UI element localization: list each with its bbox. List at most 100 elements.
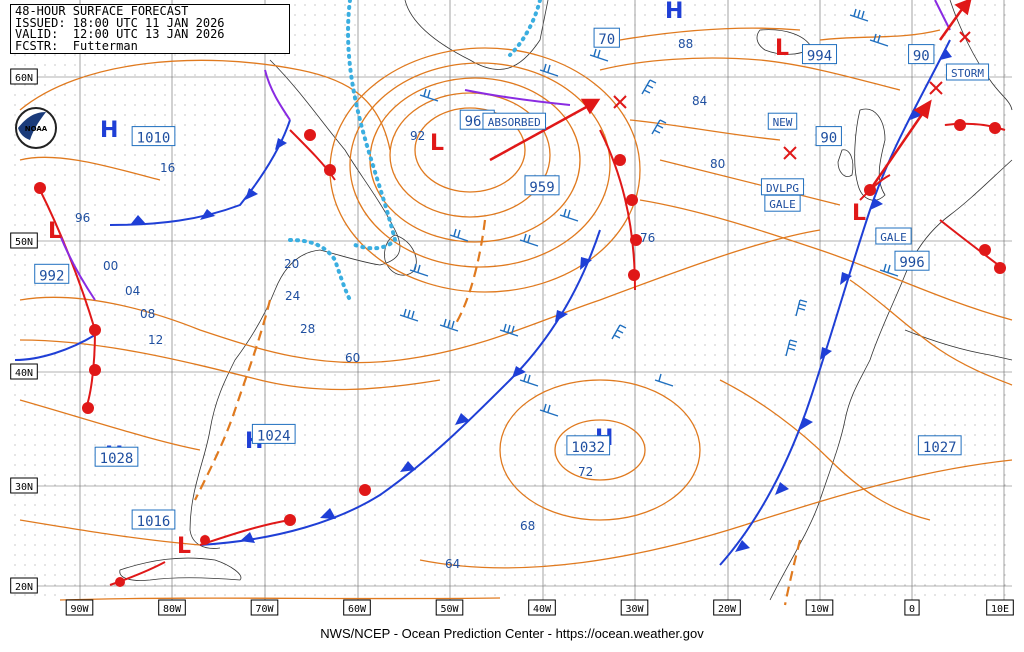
isobar-value: 84 (692, 94, 707, 108)
lat-label-box (10, 577, 38, 594)
isobar-value: 12 (148, 333, 163, 347)
lat-label-text: 50N (15, 237, 33, 248)
lon-label-text: 70W (255, 604, 274, 615)
lat-label: 60N (10, 68, 38, 85)
logo-text: NOAA (25, 125, 48, 133)
isobar-value: 72 (578, 465, 593, 479)
lon-label: 10E (986, 599, 1014, 616)
lat-label-box (10, 68, 38, 85)
annotation-label-box (875, 227, 912, 245)
low-pressure-label: 959 (524, 175, 560, 196)
lon-label-box (435, 599, 464, 616)
lon-label-text: 80W (163, 604, 182, 615)
longitude-labels: 90W 80W 70W 60W 50W 40W 30W 20W 10W 0 10E (65, 599, 1014, 616)
isobars (19, 27, 1013, 601)
annotation-label-text: ABSORBED (488, 116, 541, 129)
latitude-labels: 60N 50N 40N 30N 20N (10, 68, 38, 594)
lon-label-box (904, 599, 920, 616)
annotation-label-box (593, 27, 620, 48)
annotation-label: NEW (767, 112, 798, 130)
lat-label-box (10, 232, 38, 249)
lon-label-box (805, 599, 834, 616)
lat-lon-grid (14, 0, 1012, 600)
storm-track-arrows (489, 0, 972, 191)
forecaster: FCSTR: Futterman (15, 38, 138, 53)
lon-label-box (986, 599, 1014, 616)
issued-time: ISSUED: 18:00 UTC 11 JAN 2026 (15, 15, 225, 30)
lon-label-box (343, 599, 371, 616)
valid-time: VALID: 12:00 UTC 13 JAN 2026 (15, 27, 225, 41)
page-footer[interactable]: NWS/NCEP - Ocean Prediction Center - htt… (320, 626, 704, 641)
forecast-header: 48-HOUR SURFACE FORECAST ISSUED: 18:00 UT… (10, 4, 290, 54)
forecast-title: 48-HOUR SURFACE FORECAST (15, 4, 189, 18)
lon-label: 40W (528, 599, 556, 616)
high-pressure-label: 1028 (94, 446, 139, 467)
low-pressure-label-box (894, 250, 930, 271)
isobar-value: 76 (640, 231, 655, 245)
annotation-label-text: GALE (769, 198, 796, 211)
warm-front-semicircles (34, 119, 1006, 587)
low-centers-x (613, 31, 971, 160)
low-pressure-label-box (524, 175, 560, 196)
low-pressure-label-text: 996 (899, 255, 924, 271)
lon-label-box (620, 599, 649, 616)
lat-label-text: 60N (15, 73, 33, 84)
lon-label-text: 30W (625, 604, 644, 615)
annotation-label-text: 70 (598, 32, 615, 48)
isobar-value: 88 (678, 37, 693, 51)
annotation-label: STORM (945, 63, 990, 81)
isobar-value: 64 (445, 557, 460, 571)
high-pressure-label-text: 1010 (137, 131, 171, 147)
isobar-value: 20 (284, 257, 299, 271)
low-pressure-label-text: 959 (529, 180, 554, 196)
low-marker: L (48, 219, 62, 244)
isobar-value: 60 (345, 351, 360, 365)
annotation-label: ABSORBED (482, 112, 547, 130)
cold-front-triangles (130, 49, 952, 552)
low-marker: L (775, 36, 789, 61)
high-pressure-label-box (94, 446, 139, 467)
lon-label-text: 10E (991, 604, 1009, 615)
isobar-value: 04 (125, 284, 140, 298)
lon-label-text: 20W (718, 604, 737, 615)
isobar-value: 92 (410, 129, 425, 143)
lon-label: 30W (620, 599, 649, 616)
lon-label-text: 40W (533, 604, 552, 615)
low-pressure-label-box (34, 263, 70, 284)
lon-label: 50W (435, 599, 464, 616)
lat-label-box (10, 363, 38, 380)
isobar-value: 16 (160, 161, 175, 175)
lon-label-box (65, 599, 94, 616)
high-pressure-label-box (566, 435, 611, 456)
annotation-label: 90 (815, 126, 842, 147)
annotation-label-box (945, 63, 990, 81)
lon-label: 20W (713, 599, 741, 616)
annotations: HURCNFORCEABSORBEDNEWDVLPGGALEGALESTORM7… (482, 27, 990, 245)
annotation-label-text: STORM (951, 67, 984, 80)
lon-label-box (713, 599, 741, 616)
low-marker: L (177, 534, 191, 559)
high-pressure-label: 1010 (131, 126, 176, 147)
low-pressure-label-text: 1016 (137, 514, 171, 530)
lat-label-text: 20N (15, 582, 33, 593)
annotation-label-box (482, 112, 547, 130)
isobar-value: 80 (710, 157, 725, 171)
high-pressure-label-box (917, 435, 962, 456)
low-pressure-label-box (801, 44, 838, 65)
lat-label-text: 30N (15, 482, 33, 493)
annotation-label-text: NEW (773, 116, 793, 129)
annotation-label: 90 (908, 44, 935, 65)
annotation-label-text: 90 (913, 49, 930, 65)
low-pressure-label-box (131, 509, 176, 530)
high-marker: H (665, 0, 683, 24)
lon-label-box (528, 599, 556, 616)
pressure-labels: 1010102410281032102710079609599921016994… (34, 44, 962, 530)
high-pressure-label-box (131, 126, 176, 147)
annotation-label-box (815, 126, 842, 147)
high-marker: H (100, 118, 118, 143)
isobar-value: 00 (103, 259, 118, 273)
annotation-label: GALE (764, 194, 801, 212)
lat-label: 40N (10, 363, 38, 380)
high-pressure-label: 1032 (566, 435, 611, 456)
